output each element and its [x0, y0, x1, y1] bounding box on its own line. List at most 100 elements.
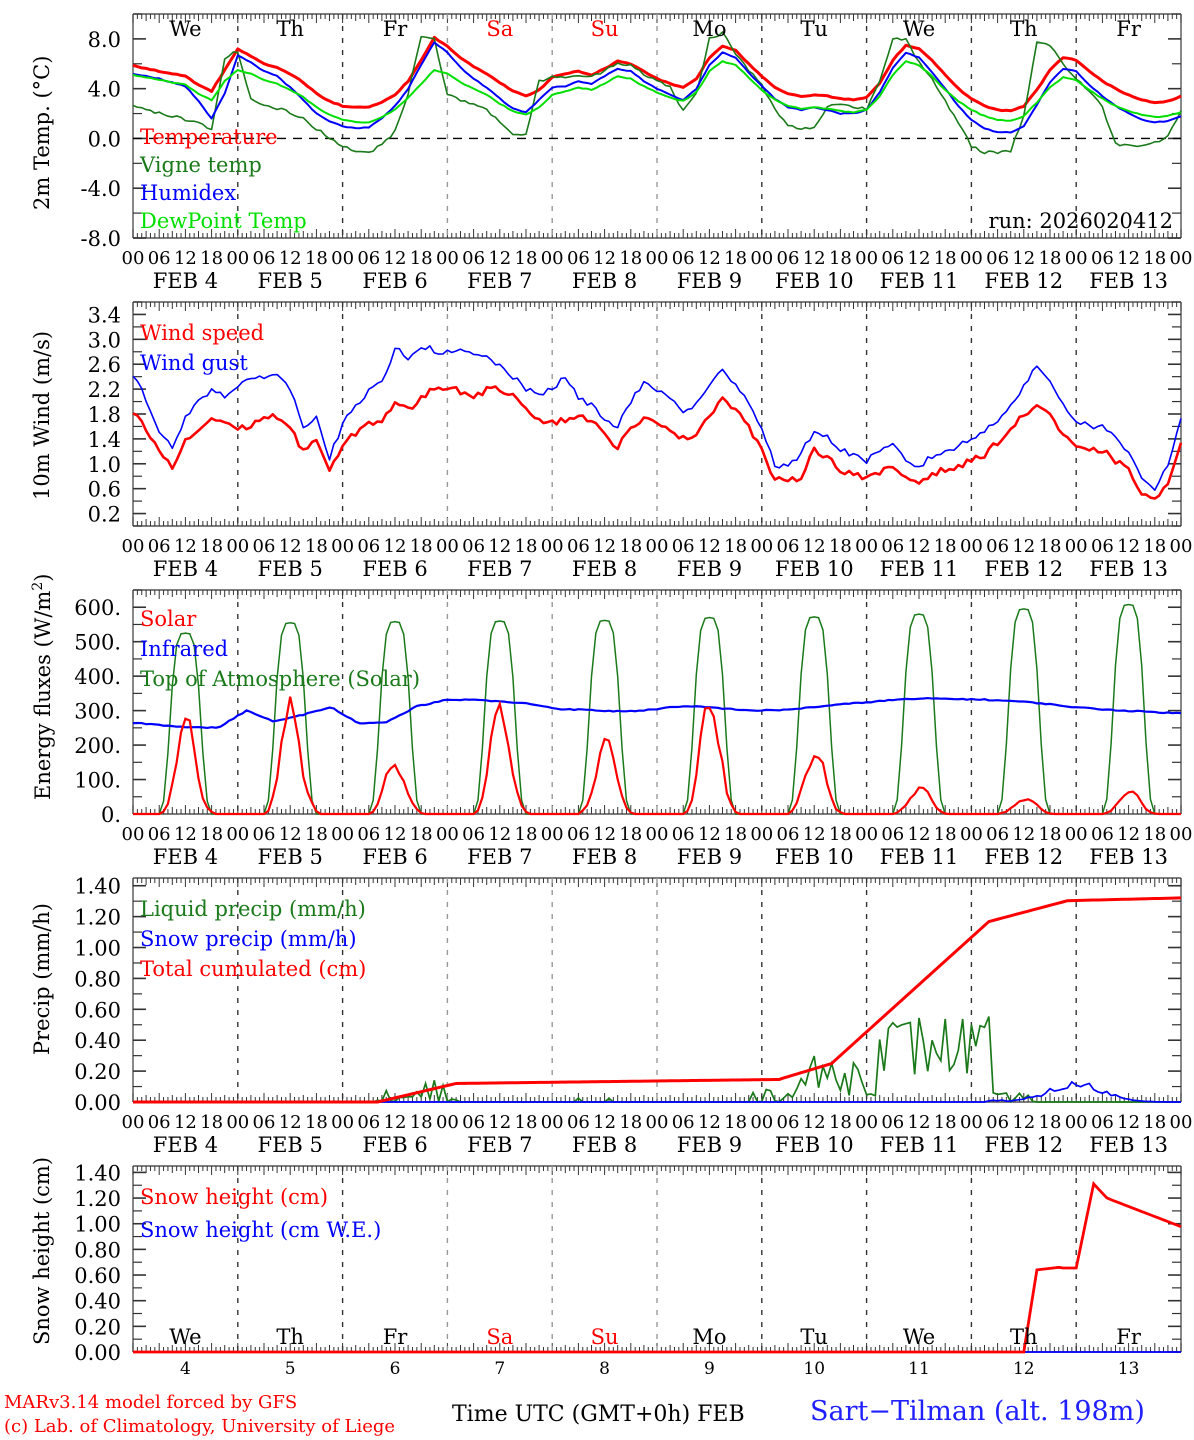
svg-text:00: 00 — [960, 1112, 983, 1133]
svg-text:FEB 10: FEB 10 — [775, 845, 854, 864]
svg-text:00: 00 — [960, 536, 983, 557]
svg-text:00: 00 — [646, 824, 669, 845]
svg-text:FEB 7: FEB 7 — [467, 845, 532, 864]
svg-text:00: 00 — [122, 824, 145, 845]
svg-text:06: 06 — [148, 1112, 171, 1133]
svg-text:06: 06 — [567, 536, 590, 557]
svg-text:00: 00 — [541, 248, 564, 269]
panel-temperature: -8.0 -4.0 0.0 4.0 8.0 We Th Fr Sa Su Mo Tu We Th Fr Tem… — [0, 0, 1194, 288]
svg-text:12: 12 — [908, 536, 931, 557]
svg-text:06: 06 — [881, 824, 904, 845]
panel-wind: 0.2 0.6 1.0 1.4 1.8 2.2 2.6 3.0 3.4 Wind speed Win… — [0, 288, 1194, 576]
svg-text:FEB 6: FEB 6 — [362, 557, 427, 576]
svg-text:1.40: 1.40 — [74, 875, 121, 899]
day-name-top: Th — [276, 17, 304, 41]
svg-text:18: 18 — [1039, 1112, 1062, 1133]
svg-text:06: 06 — [357, 824, 380, 845]
svg-text:18: 18 — [410, 248, 433, 269]
svg-text:12: 12 — [384, 824, 407, 845]
svg-text:12: 12 — [1012, 824, 1035, 845]
svg-text:18: 18 — [934, 824, 957, 845]
day-name-top: Su — [591, 17, 619, 41]
svg-text:100.: 100. — [74, 769, 121, 793]
svg-text:12: 12 — [593, 1112, 616, 1133]
svg-text:0.40: 0.40 — [74, 1290, 121, 1314]
svg-text:06: 06 — [672, 248, 695, 269]
svg-text:18: 18 — [1143, 536, 1166, 557]
svg-text:06: 06 — [986, 1112, 1009, 1133]
svg-text:18: 18 — [619, 536, 642, 557]
svg-text:00: 00 — [122, 248, 145, 269]
svg-text:00: 00 — [541, 1112, 564, 1133]
svg-text:06: 06 — [357, 536, 380, 557]
series-vigne-temp — [132, 31, 1182, 155]
svg-text:18: 18 — [305, 824, 328, 845]
day-number: 12 — [1013, 1359, 1035, 1379]
svg-text:FEB 5: FEB 5 — [258, 1133, 323, 1152]
legend-item: Solar — [140, 607, 197, 631]
legend-item: Wind gust — [140, 351, 248, 375]
series-wind-speed — [132, 385, 1183, 500]
svg-text:06: 06 — [357, 248, 380, 269]
svg-text:FEB 12: FEB 12 — [984, 845, 1063, 864]
day-number: 9 — [704, 1359, 715, 1379]
svg-text:FEB 7: FEB 7 — [467, 1133, 532, 1152]
legend-item: Humidex — [140, 181, 236, 205]
svg-text:FEB 4: FEB 4 — [153, 1133, 218, 1152]
svg-text:12: 12 — [593, 536, 616, 557]
svg-text:12: 12 — [803, 248, 826, 269]
svg-text:18: 18 — [829, 1112, 852, 1133]
svg-text:12: 12 — [174, 824, 197, 845]
svg-text:06: 06 — [1091, 536, 1114, 557]
svg-text:18: 18 — [200, 824, 223, 845]
svg-text:FEB 5: FEB 5 — [258, 557, 323, 576]
svg-text:FEB 13: FEB 13 — [1089, 845, 1168, 864]
svg-text:00: 00 — [960, 248, 983, 269]
svg-text:12: 12 — [1117, 1112, 1140, 1133]
svg-text:00: 00 — [1170, 1112, 1193, 1133]
svg-text:06: 06 — [777, 824, 800, 845]
svg-text:12: 12 — [593, 824, 616, 845]
svg-text:18: 18 — [829, 536, 852, 557]
svg-text:0.40: 0.40 — [74, 1029, 121, 1053]
day-name-bottom: Fr — [1116, 1325, 1142, 1349]
day-name-top: Fr — [1116, 17, 1142, 41]
svg-text:06: 06 — [881, 248, 904, 269]
svg-text:12: 12 — [384, 536, 407, 557]
ylabel-snow-height: Snow height (cm) — [30, 1156, 54, 1345]
svg-text:00: 00 — [1065, 536, 1088, 557]
svg-text:00: 00 — [331, 824, 354, 845]
svg-text:12: 12 — [698, 248, 721, 269]
svg-text:06: 06 — [986, 824, 1009, 845]
day-number: 8 — [599, 1359, 610, 1379]
legend-item: Vigne temp — [139, 153, 262, 177]
svg-text:00: 00 — [1065, 1112, 1088, 1133]
svg-text:18: 18 — [200, 536, 223, 557]
svg-text:18: 18 — [934, 248, 957, 269]
day-number: 7 — [494, 1359, 505, 1379]
svg-text:FEB 6: FEB 6 — [362, 1133, 427, 1152]
svg-text:06: 06 — [253, 248, 276, 269]
svg-text:2.2: 2.2 — [88, 378, 121, 402]
svg-text:00: 00 — [226, 824, 249, 845]
svg-text:12: 12 — [279, 1112, 302, 1133]
svg-text:FEB 10: FEB 10 — [775, 269, 854, 288]
svg-text:FEB 6: FEB 6 — [362, 845, 427, 864]
svg-text:1.4: 1.4 — [88, 428, 121, 452]
svg-text:06: 06 — [986, 536, 1009, 557]
day-name-top: Th — [1010, 17, 1038, 41]
svg-text:18: 18 — [1039, 536, 1062, 557]
svg-text:18: 18 — [410, 824, 433, 845]
precip-plot: 0.00 0.20 0.40 0.60 0.80 1.00 1.20 1.40 Liquid p… — [74, 875, 1193, 1152]
svg-text:FEB 12: FEB 12 — [984, 1133, 1063, 1152]
svg-text:0.6: 0.6 — [88, 478, 121, 502]
day-name-bottom: Sa — [486, 1325, 513, 1349]
svg-text:12: 12 — [488, 248, 511, 269]
day-number: 4 — [180, 1359, 191, 1379]
day-name-top: Mo — [692, 17, 726, 41]
svg-text:FEB 11: FEB 11 — [880, 1133, 959, 1152]
svg-text:FEB 13: FEB 13 — [1089, 557, 1168, 576]
svg-text:06: 06 — [777, 248, 800, 269]
day-number: 11 — [908, 1359, 930, 1379]
svg-text:0.60: 0.60 — [74, 1264, 121, 1288]
